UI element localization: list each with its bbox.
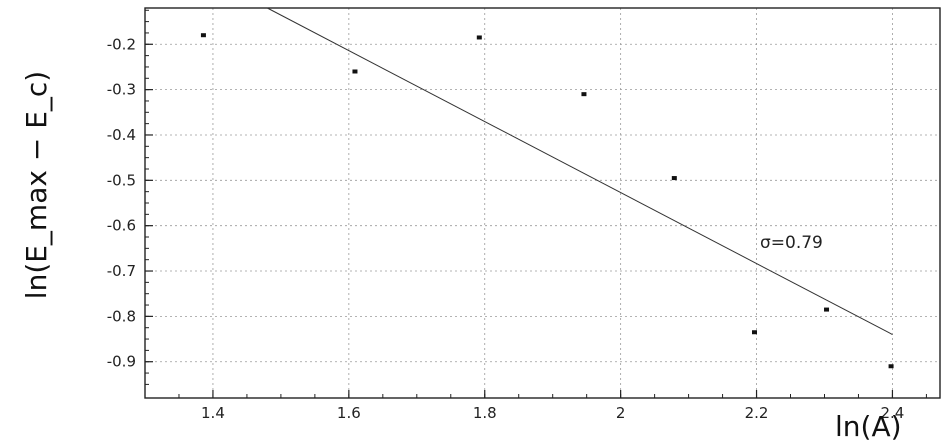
- tick-layer: 1.4 1.6 1.8 2 2.2 2.4 -0.2 -0.3 -0.4 -0.5 -0.6 -0.7…: [107, 9, 927, 422]
- x-tick-label: 2.2: [745, 404, 769, 422]
- y-tick-label: -0.4: [107, 126, 136, 144]
- x-tick-label: 2: [616, 404, 626, 422]
- x-tick-label: 2.4: [881, 404, 905, 422]
- data-point: [200, 33, 206, 38]
- data-point: [888, 364, 894, 369]
- data-point: [824, 307, 830, 312]
- data-point: [476, 35, 482, 40]
- plot-frame: [144, 7, 941, 399]
- grid-layer: [145, 8, 940, 398]
- points-layer: [200, 33, 894, 369]
- y-tick-label: -0.5: [107, 171, 136, 189]
- y-tick-label: -0.3: [107, 81, 136, 99]
- x-tick-label: 1.4: [201, 404, 225, 422]
- x-tick-label: 1.8: [473, 404, 497, 422]
- sigma-annotation: σ=0.79: [760, 233, 823, 253]
- data-point: [581, 92, 587, 97]
- y-tick-label: -0.6: [107, 217, 136, 235]
- data-point: [352, 69, 358, 74]
- y-tick-label: -0.7: [107, 262, 136, 280]
- y-tick-label: -0.9: [107, 353, 136, 371]
- data-point: [671, 176, 677, 181]
- data-point: [752, 330, 757, 335]
- x-tick-label: 1.6: [337, 404, 361, 422]
- y-tick-label: -0.8: [107, 307, 136, 325]
- y-axis-label: ln(E_max − E_c): [20, 71, 53, 299]
- x-axis-label: ln(A): [835, 410, 902, 442]
- y-tick-label: -0.2: [107, 35, 136, 53]
- fit-line: [267, 7, 893, 335]
